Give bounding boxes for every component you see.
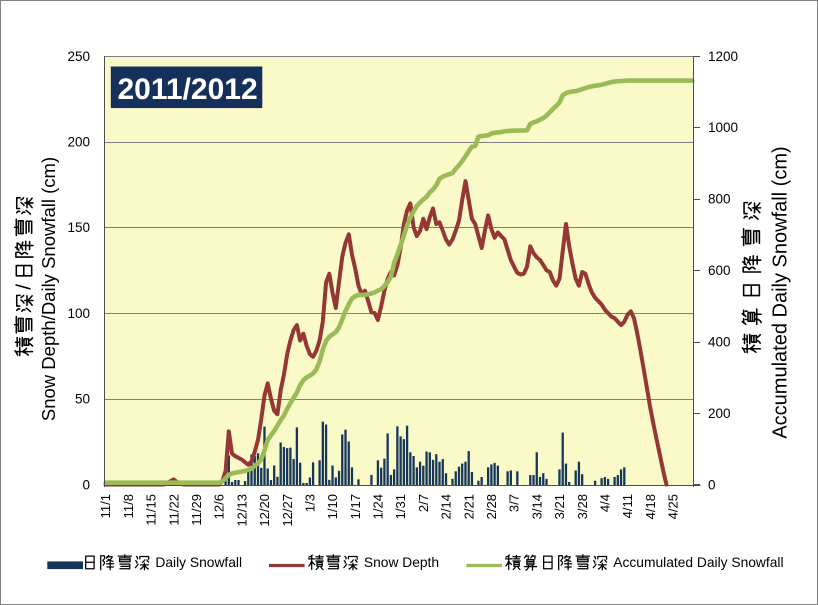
svg-text:1/31: 1/31 <box>393 494 408 519</box>
svg-text:3/28: 3/28 <box>575 494 590 519</box>
svg-text:Snow Depth/Daily Snowfall (cm): Snow Depth/Daily Snowfall (cm) <box>38 157 59 421</box>
svg-text:12/27: 12/27 <box>280 494 295 527</box>
svg-text:2/7: 2/7 <box>416 494 431 512</box>
svg-text:150: 150 <box>67 220 90 235</box>
svg-text:50: 50 <box>75 392 90 407</box>
svg-text:400: 400 <box>708 335 731 350</box>
svg-text:4/11: 4/11 <box>620 494 635 518</box>
svg-text:600: 600 <box>708 263 731 278</box>
svg-text:11/8: 11/8 <box>121 494 136 518</box>
svg-text:1000: 1000 <box>708 120 738 135</box>
svg-text:250: 250 <box>67 49 90 64</box>
svg-text:2/21: 2/21 <box>461 494 476 519</box>
svg-text:Daily Snowfall: Daily Snowfall <box>155 555 242 570</box>
svg-text:11/29: 11/29 <box>189 494 204 526</box>
svg-text:1/3: 1/3 <box>303 494 318 512</box>
svg-text:3/21: 3/21 <box>552 494 567 519</box>
svg-text:12/20: 12/20 <box>257 494 272 527</box>
svg-text:800: 800 <box>708 192 731 207</box>
svg-text:200: 200 <box>67 135 90 150</box>
svg-text:1/10: 1/10 <box>325 494 340 519</box>
svg-text:4/4: 4/4 <box>598 494 613 512</box>
svg-text:12/6: 12/6 <box>212 494 227 519</box>
svg-text:Accumulated Daily Snowfall: Accumulated Daily Snowfall <box>613 555 783 570</box>
svg-text:11/22: 11/22 <box>166 494 181 526</box>
svg-text:11/1: 11/1 <box>98 494 113 518</box>
svg-text:Snow Depth: Snow Depth <box>364 555 439 570</box>
svg-text:4/25: 4/25 <box>666 494 681 519</box>
svg-text:1/17: 1/17 <box>348 494 363 519</box>
svg-text:1200: 1200 <box>708 49 738 64</box>
svg-text:2011/2012: 2011/2012 <box>118 73 258 106</box>
svg-text:0: 0 <box>82 477 90 492</box>
svg-text:1/24: 1/24 <box>371 494 386 519</box>
svg-text:2/14: 2/14 <box>439 494 454 519</box>
svg-text:2/28: 2/28 <box>484 494 499 519</box>
svg-text:/: / <box>13 284 36 290</box>
svg-text:4/18: 4/18 <box>643 494 658 519</box>
svg-text:12/13: 12/13 <box>234 494 249 527</box>
svg-text:0: 0 <box>708 477 716 492</box>
svg-text:3/7: 3/7 <box>507 494 522 512</box>
svg-text:200: 200 <box>708 406 731 421</box>
svg-text:11/15: 11/15 <box>144 494 159 526</box>
svg-text:Accumulated Daily Snowfall (cm: Accumulated Daily Snowfall (cm) <box>770 146 792 438</box>
svg-text:3/14: 3/14 <box>529 494 544 519</box>
svg-text:100: 100 <box>67 306 90 321</box>
